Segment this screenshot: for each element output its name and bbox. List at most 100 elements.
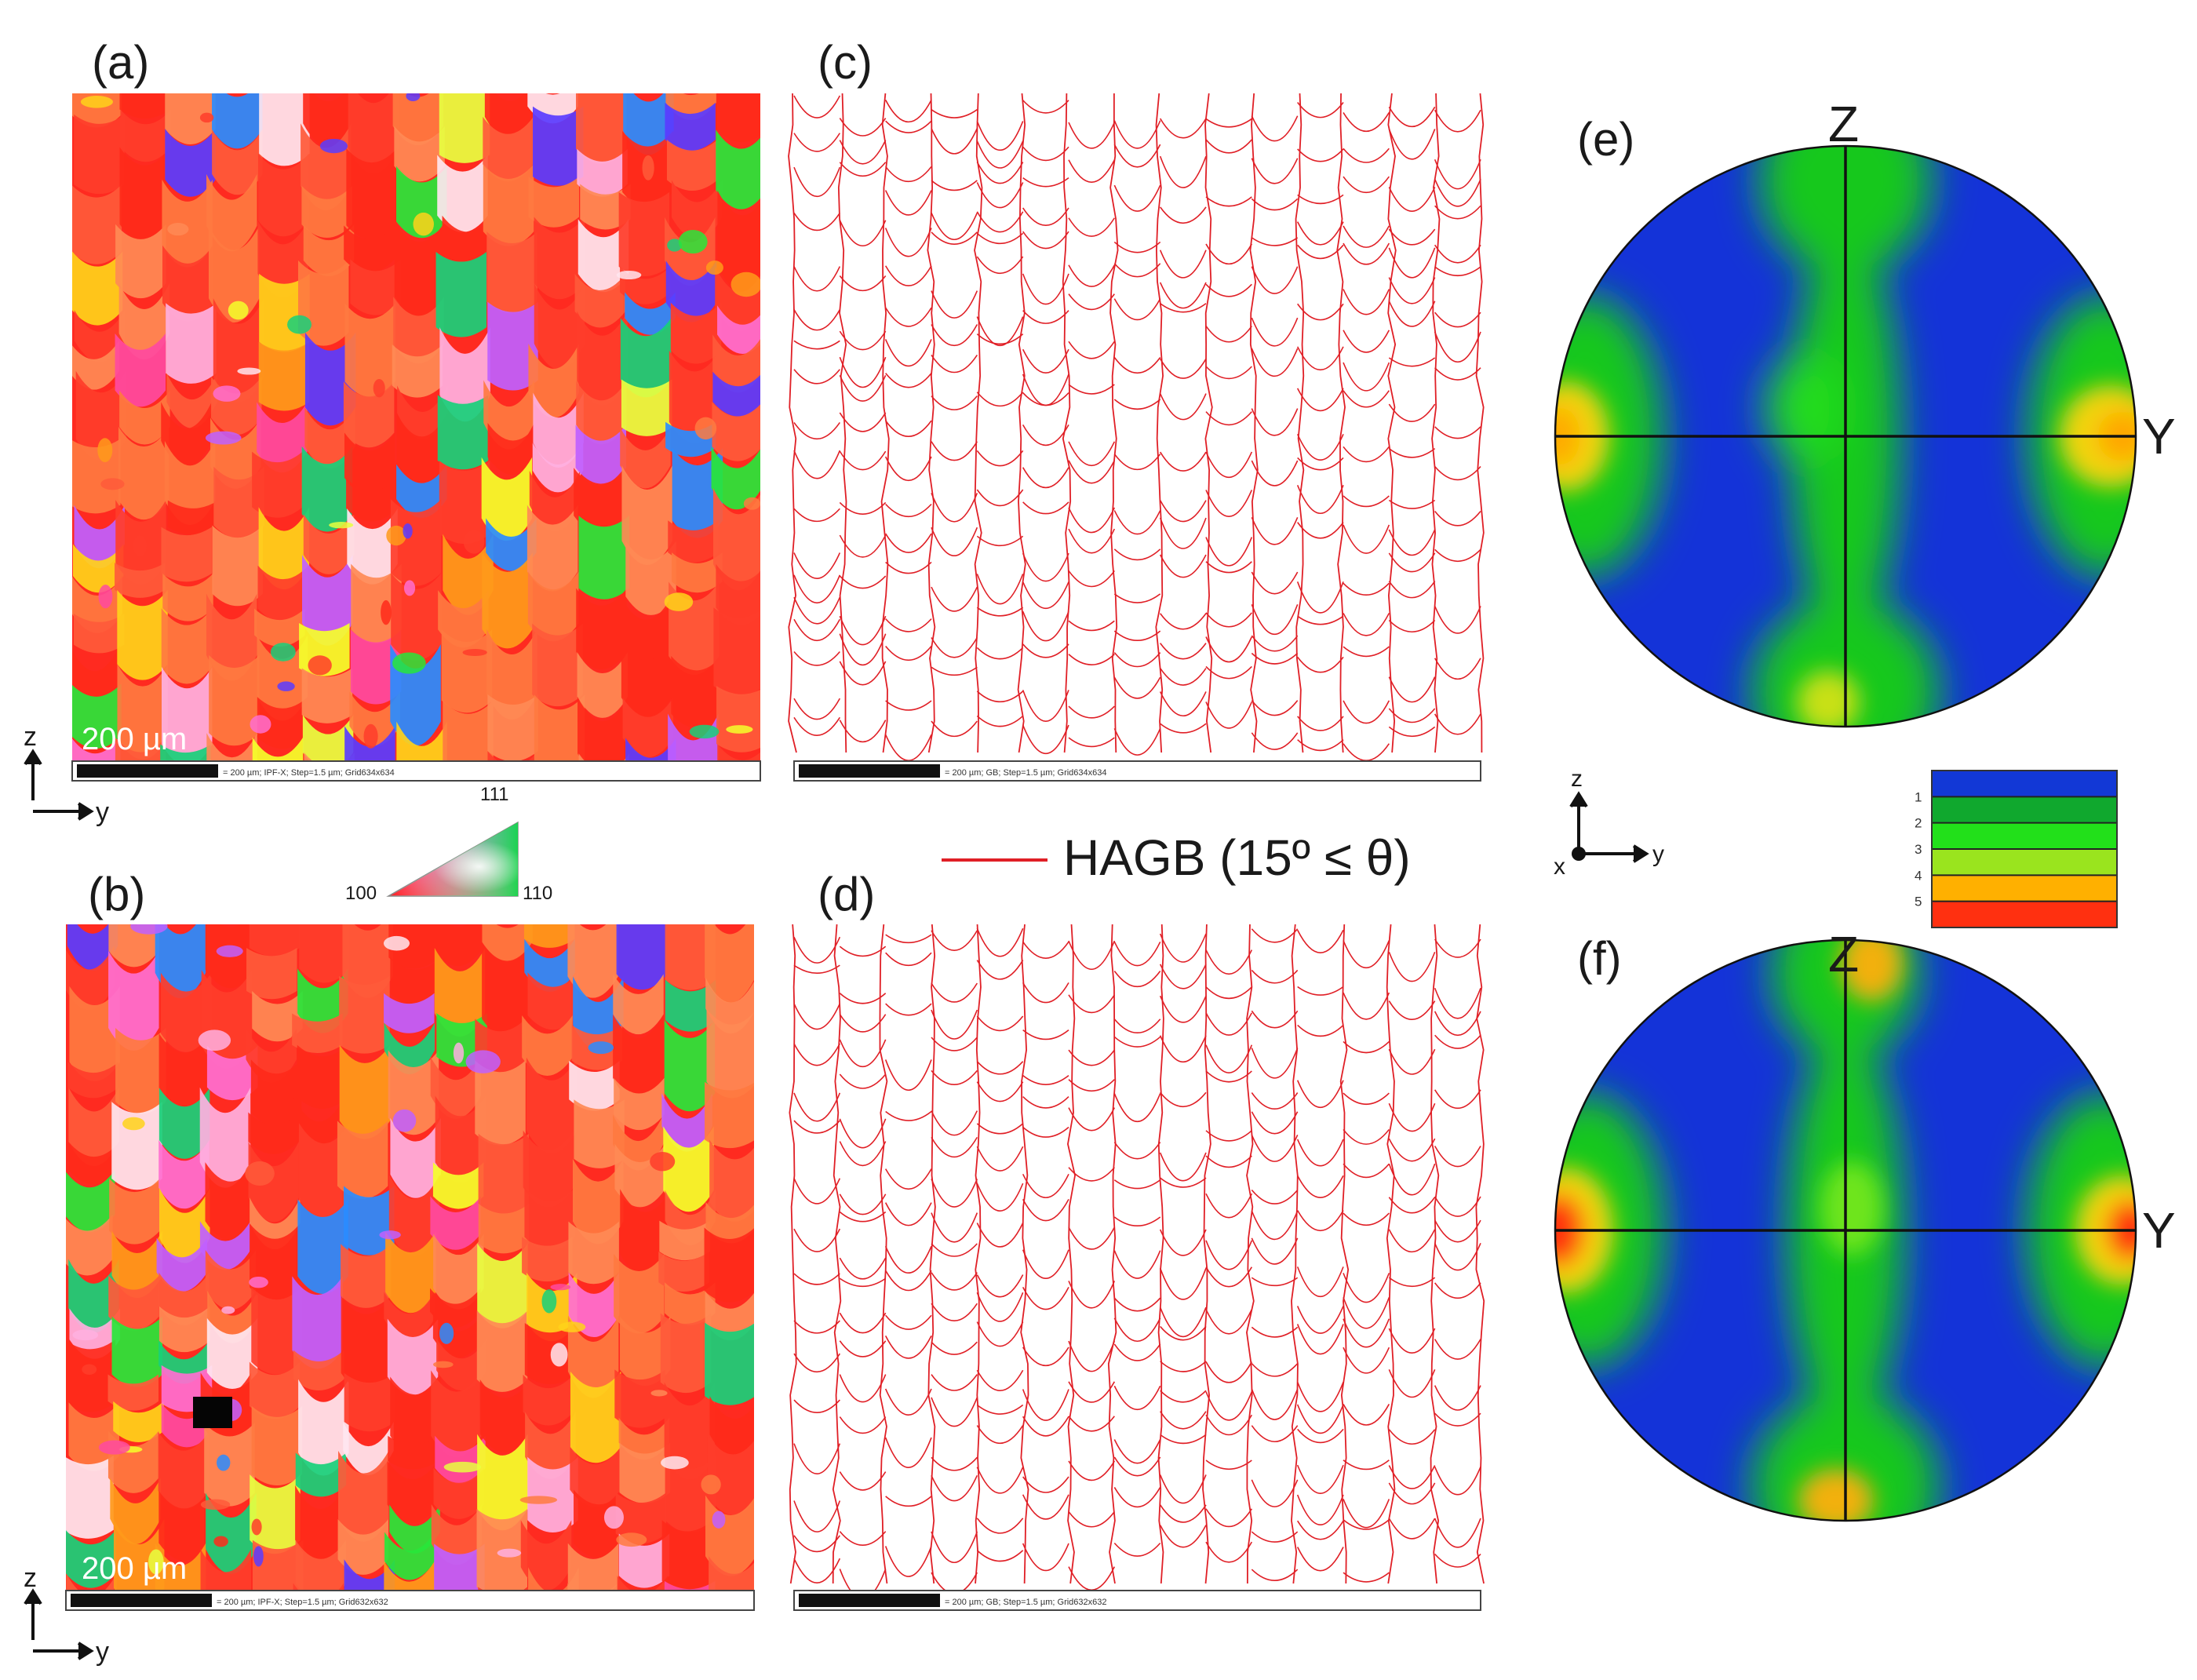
- ipf-map-b: [66, 924, 754, 1590]
- ipf-b-grain: [433, 1467, 484, 1519]
- gb-c-boundary: [1251, 603, 1299, 636]
- gb-d-boundary: [1343, 1572, 1390, 1583]
- gb-d-boundary: [931, 1243, 978, 1257]
- gb-d-boundary: [976, 1467, 1024, 1494]
- ipf-b-void: [193, 1397, 232, 1428]
- gb-c-boundary: [976, 121, 1024, 151]
- gb-d-boundary: [1296, 1520, 1344, 1540]
- gb-c-boundary: [1068, 341, 1115, 359]
- gb-c-boundary: [1434, 606, 1481, 634]
- gb-d-boundary: [1022, 1287, 1069, 1310]
- ipf-a-grain: [115, 333, 166, 407]
- panel-b-label: (b): [88, 868, 145, 920]
- ipf-b-speckle: [98, 1440, 130, 1455]
- gb-c-boundary: [1068, 264, 1116, 287]
- gb-c-boundary: [1434, 331, 1481, 363]
- gb-d-boundary: [1113, 1317, 1161, 1342]
- ipf-b-grain: [664, 1019, 716, 1112]
- ipf-a-speckle: [205, 431, 242, 445]
- ipf-a-grain: [625, 738, 676, 760]
- ipf-b-grain: [567, 1543, 619, 1590]
- gb-d-boundary: [1068, 1079, 1115, 1091]
- gb-c-boundary: [884, 190, 932, 216]
- ipf-a-grain: [206, 173, 257, 252]
- ipf-a-grain: [532, 106, 584, 186]
- ipf-b-grain: [66, 1573, 117, 1590]
- gb-d-boundary: [1113, 1542, 1161, 1557]
- gb-c-boundary: [793, 651, 840, 666]
- ipf-key-110: 110: [523, 883, 552, 904]
- gb-c-boundary: [1251, 571, 1299, 595]
- gb-d-boundary: [1343, 940, 1390, 968]
- gb-d-column-boundary: [789, 924, 797, 1584]
- scale-bar-d: [799, 1594, 940, 1607]
- panel-f: (f) Z Y: [1554, 926, 2176, 1522]
- ipf-a-grain: [665, 102, 716, 151]
- gb-d-boundary: [839, 1531, 887, 1546]
- gb-c-boundary: [1388, 106, 1436, 128]
- colorbar-band: [1932, 901, 2117, 927]
- gb-c-boundary: [1343, 225, 1390, 248]
- panel-b: (b) 200 µm = 200 µm; IPF-X; Step=1.5 µm;…: [65, 868, 755, 1611]
- gb-d-boundary: [884, 1168, 932, 1190]
- ipf-a-grain: [391, 572, 442, 661]
- gb-d-boundary: [1296, 1324, 1344, 1355]
- axis-y-label-b: y: [96, 1637, 109, 1667]
- ipf-a-grain: [257, 153, 309, 237]
- gb-d-boundary: [1205, 949, 1253, 975]
- gb-c-boundary: [1296, 484, 1344, 515]
- ipf-a-grain: [208, 225, 260, 323]
- ipf-b-grain: [523, 1374, 574, 1426]
- gb-c-boundary: [885, 645, 932, 661]
- pf-e-axis-y: Y: [2142, 408, 2176, 465]
- ipf-a-grain: [115, 737, 166, 760]
- ipf-a-grain: [534, 694, 585, 760]
- gb-c-boundary: [1022, 467, 1069, 489]
- ipf-b-grain: [158, 1033, 210, 1107]
- ipf-b-grain: [613, 974, 664, 1035]
- gb-c-boundary: [931, 395, 978, 410]
- ipf-a-speckle: [270, 643, 296, 661]
- gb-d-boundary: [839, 1374, 887, 1403]
- gb-d-boundary: [793, 1273, 840, 1285]
- gb-c-boundary: [1022, 146, 1069, 161]
- ipf-b-speckle: [251, 1518, 262, 1536]
- gb-c-boundary: [839, 162, 887, 177]
- gb-c-boundary: [885, 373, 932, 388]
- gb-d-boundary: [885, 934, 932, 944]
- ipf-b-grain: [567, 924, 618, 998]
- gb-c-boundary: [1434, 426, 1481, 439]
- gb-c-boundary: [976, 256, 1024, 275]
- gb-d-boundary: [1113, 1250, 1161, 1279]
- ipf-b-grain: [387, 1460, 439, 1523]
- gb-c-boundary: [931, 441, 978, 461]
- panel-f-label: (f): [1577, 932, 1622, 985]
- axis-y-label-a: y: [96, 797, 109, 827]
- ipf-a-grain: [618, 191, 670, 277]
- gb-c-column-boundary: [788, 93, 797, 753]
- gb-d-boundary: [1160, 1091, 1207, 1108]
- ipf-b-grain: [705, 1081, 754, 1149]
- gb-d-boundary: [1159, 964, 1207, 989]
- gb-c-boundary: [1297, 194, 1344, 205]
- gb-d-boundary: [1251, 1092, 1299, 1110]
- ipf-a-speckle: [80, 96, 113, 108]
- gb-c-boundary: [931, 720, 978, 738]
- ipf-a-grain: [162, 573, 213, 621]
- gb-d-boundary: [931, 1341, 978, 1355]
- gb-c-boundary: [1113, 399, 1161, 410]
- gb-d-boundary: [1113, 1036, 1161, 1048]
- ipf-b-grain: [299, 924, 350, 983]
- ipf-a-grain: [716, 686, 760, 753]
- gb-d-boundary: [793, 1443, 841, 1474]
- ipf-a-grain: [483, 380, 534, 450]
- ipf-a-grain: [621, 639, 672, 720]
- ipf-a-grain: [483, 164, 534, 246]
- ipf-a-grain: [161, 527, 212, 582]
- ipf-b-grain: [69, 986, 120, 1081]
- gb-d-boundary: [1434, 1242, 1481, 1271]
- ipf-b-grain: [665, 1456, 716, 1533]
- gb-c-boundary: [839, 575, 887, 589]
- gb-c-column-boundary: [1062, 93, 1072, 753]
- gb-c-boundary: [931, 231, 978, 245]
